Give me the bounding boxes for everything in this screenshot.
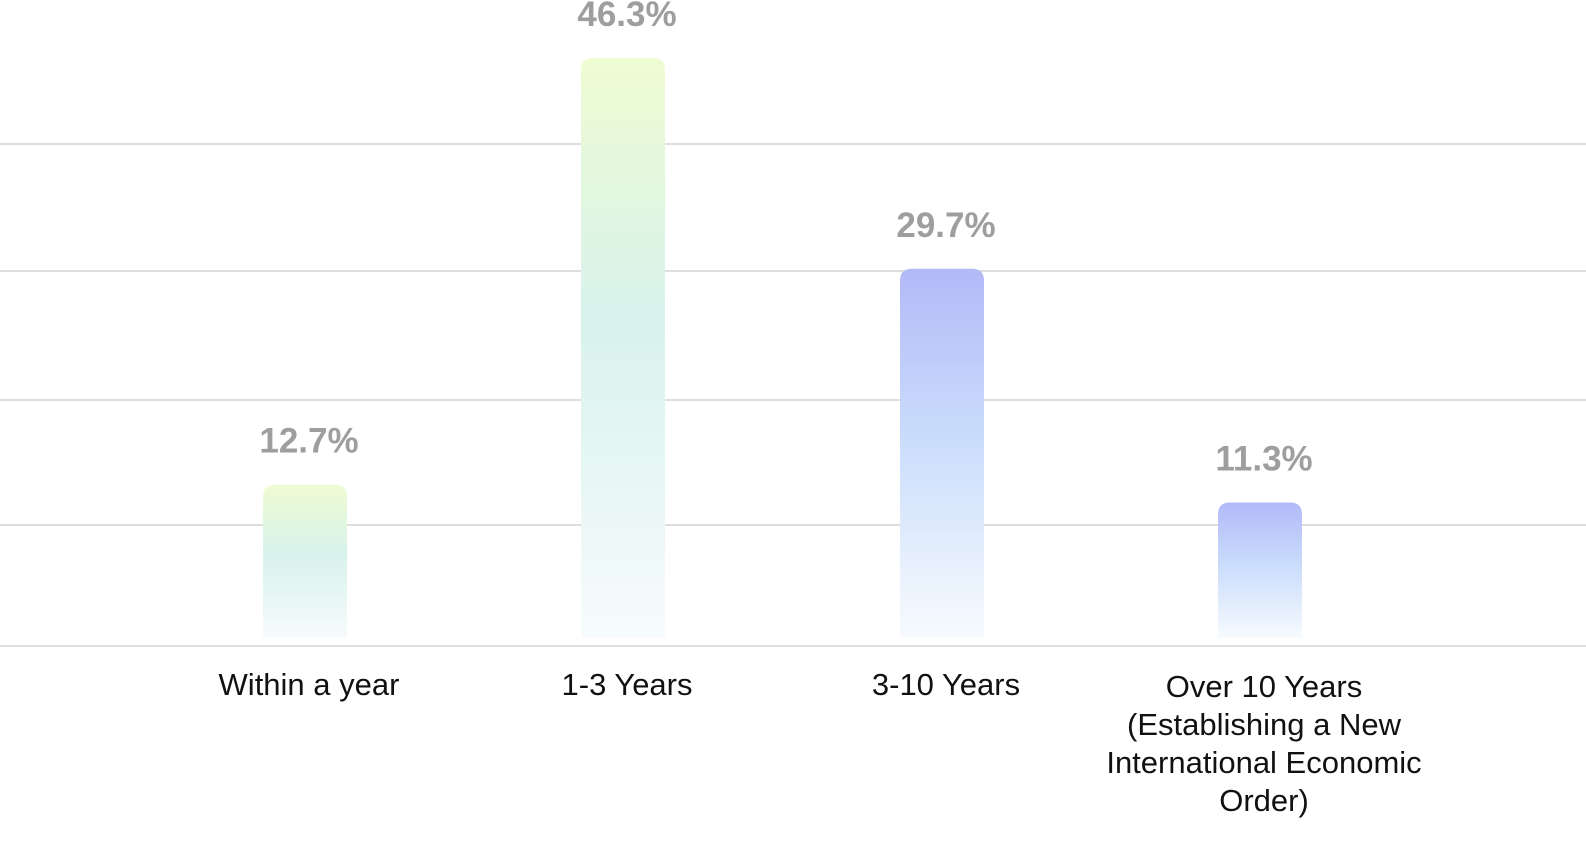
bars bbox=[263, 57, 1302, 639]
bar bbox=[263, 484, 347, 638]
category-label: 3-10 Years bbox=[871, 667, 1021, 702]
bar-value-label: 29.7% bbox=[896, 206, 995, 245]
category-label: 1-3 Years bbox=[561, 667, 693, 702]
value-labels: 12.7% 46.3% 29.7% 11.3% bbox=[259, 0, 1312, 478]
bar-value-label: 12.7% bbox=[259, 422, 358, 461]
gridlines bbox=[0, 143, 1586, 647]
bar bbox=[1218, 502, 1302, 638]
category-label: Over 10 Years (Establishing a New Intern… bbox=[1106, 669, 1422, 818]
bar-value-label: 11.3% bbox=[1215, 439, 1312, 478]
bar-value-label: 46.3% bbox=[577, 0, 676, 34]
bar bbox=[900, 268, 984, 638]
category-label: Within a year bbox=[218, 667, 400, 702]
bar bbox=[581, 57, 665, 639]
